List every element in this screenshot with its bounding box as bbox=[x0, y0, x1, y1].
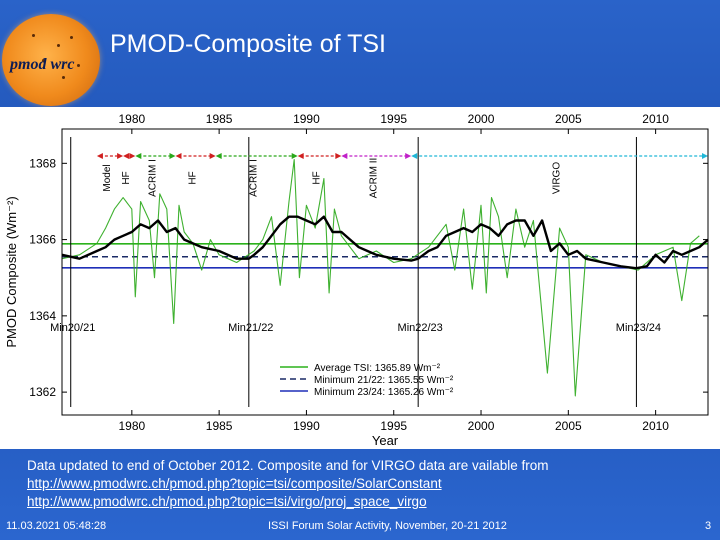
instrument-label: Model bbox=[102, 164, 113, 191]
instrument-label: ACRIM I bbox=[249, 159, 260, 197]
instrument-label: HF bbox=[312, 171, 323, 184]
x-tick-label-top: 1980 bbox=[118, 112, 145, 126]
x-tick-label: 1980 bbox=[118, 419, 145, 433]
instrument-arrow-start bbox=[135, 153, 142, 159]
instrument-arrow-start bbox=[96, 153, 103, 159]
instrument-arrow-end bbox=[405, 153, 412, 159]
minimum-label: Min20/21 bbox=[50, 322, 95, 334]
instrument-arrow-end bbox=[169, 153, 176, 159]
instrument-arrow-end bbox=[702, 153, 708, 159]
instrument-arrow-start bbox=[215, 153, 222, 159]
x-tick-label: 1995 bbox=[380, 419, 407, 433]
page-number: 3 bbox=[705, 520, 712, 532]
minimum-label: Min22/23 bbox=[398, 322, 443, 334]
series-line bbox=[61, 158, 700, 397]
instrument-arrow-start bbox=[175, 153, 182, 159]
data-source-note: Data updated to end of October 2012. Com… bbox=[27, 457, 707, 511]
legend-label: Average TSI: 1365.89 Wm⁻² bbox=[314, 363, 441, 374]
x-tick-label: 2005 bbox=[555, 419, 582, 433]
x-tick-label-top: 1990 bbox=[293, 112, 320, 126]
instrument-arrow-start bbox=[411, 153, 418, 159]
instrument-label: HF bbox=[188, 171, 199, 184]
virgo-link[interactable]: http://www.pmodwrc.ch/pmod.php?topic=tsi… bbox=[27, 494, 427, 509]
footer-event: ISSI Forum Solar Activity, November, 20-… bbox=[268, 520, 507, 532]
x-tick-label-top: 1985 bbox=[206, 112, 233, 126]
footer-date: 11.03.2021 05:48:28 bbox=[6, 520, 107, 532]
instrument-arrow-start bbox=[341, 153, 348, 159]
instrument-arrow-end bbox=[209, 153, 216, 159]
x-tick-label-top: 1995 bbox=[380, 112, 407, 126]
instrument-arrow-end bbox=[129, 153, 136, 159]
minimum-label: Min21/22 bbox=[228, 322, 273, 334]
sun-logo bbox=[2, 14, 100, 106]
legend-label: Minimum 21/22: 1365.55 Wm⁻² bbox=[314, 375, 454, 386]
y-tick-label: 1362 bbox=[29, 385, 56, 399]
slide-title: PMOD-Composite of TSI bbox=[110, 30, 387, 58]
instrument-label: HF bbox=[121, 171, 132, 184]
pmod-wrc-logo: pmod wrc bbox=[10, 56, 75, 73]
y-tick-label: 1364 bbox=[29, 309, 56, 323]
instrument-arrow-start bbox=[123, 153, 130, 159]
legend-label: Minimum 23/24: 1365.26 Wm⁻² bbox=[314, 387, 454, 398]
x-tick-label: 2000 bbox=[468, 419, 495, 433]
x-axis-label: Year bbox=[372, 433, 399, 448]
instrument-label: ACRIM I bbox=[147, 159, 158, 197]
tsi-chart: Min20/21 Min21/22 Min22/23 Min23/24 Model HF… bbox=[4, 112, 709, 448]
y-tick-label: 1366 bbox=[29, 233, 56, 247]
instrument-label: ACRIM II bbox=[368, 158, 379, 199]
chart-panel: Min20/21 Min21/22 Min22/23 Min23/24 Model HF… bbox=[0, 107, 720, 449]
logo-text: pmod wrc bbox=[10, 56, 75, 73]
x-tick-label-top: 2000 bbox=[468, 112, 495, 126]
instrument-arrow-end bbox=[117, 153, 124, 159]
x-tick-label: 1990 bbox=[293, 419, 320, 433]
y-tick-label: 1368 bbox=[29, 156, 56, 170]
instrument-arrow-start bbox=[297, 153, 304, 159]
composite-link[interactable]: http://www.pmodwrc.ch/pmod.php?topic=tsi… bbox=[27, 476, 442, 491]
instrument-arrow-end bbox=[335, 153, 342, 159]
x-tick-label: 2010 bbox=[642, 419, 669, 433]
minimum-label: Min23/24 bbox=[616, 322, 661, 334]
plot-frame bbox=[61, 128, 709, 416]
footnote-text: Data updated to end of October 2012. Com… bbox=[27, 458, 549, 473]
x-tick-label-top: 2010 bbox=[642, 112, 669, 126]
series-line bbox=[61, 215, 709, 270]
x-tick-label: 1985 bbox=[206, 419, 233, 433]
instrument-label: VIRGO bbox=[552, 162, 563, 194]
instrument-arrow-end bbox=[291, 153, 298, 159]
y-axis-label: PMOD Composite (Wm⁻²) bbox=[4, 196, 19, 347]
x-tick-label-top: 2005 bbox=[555, 112, 582, 126]
